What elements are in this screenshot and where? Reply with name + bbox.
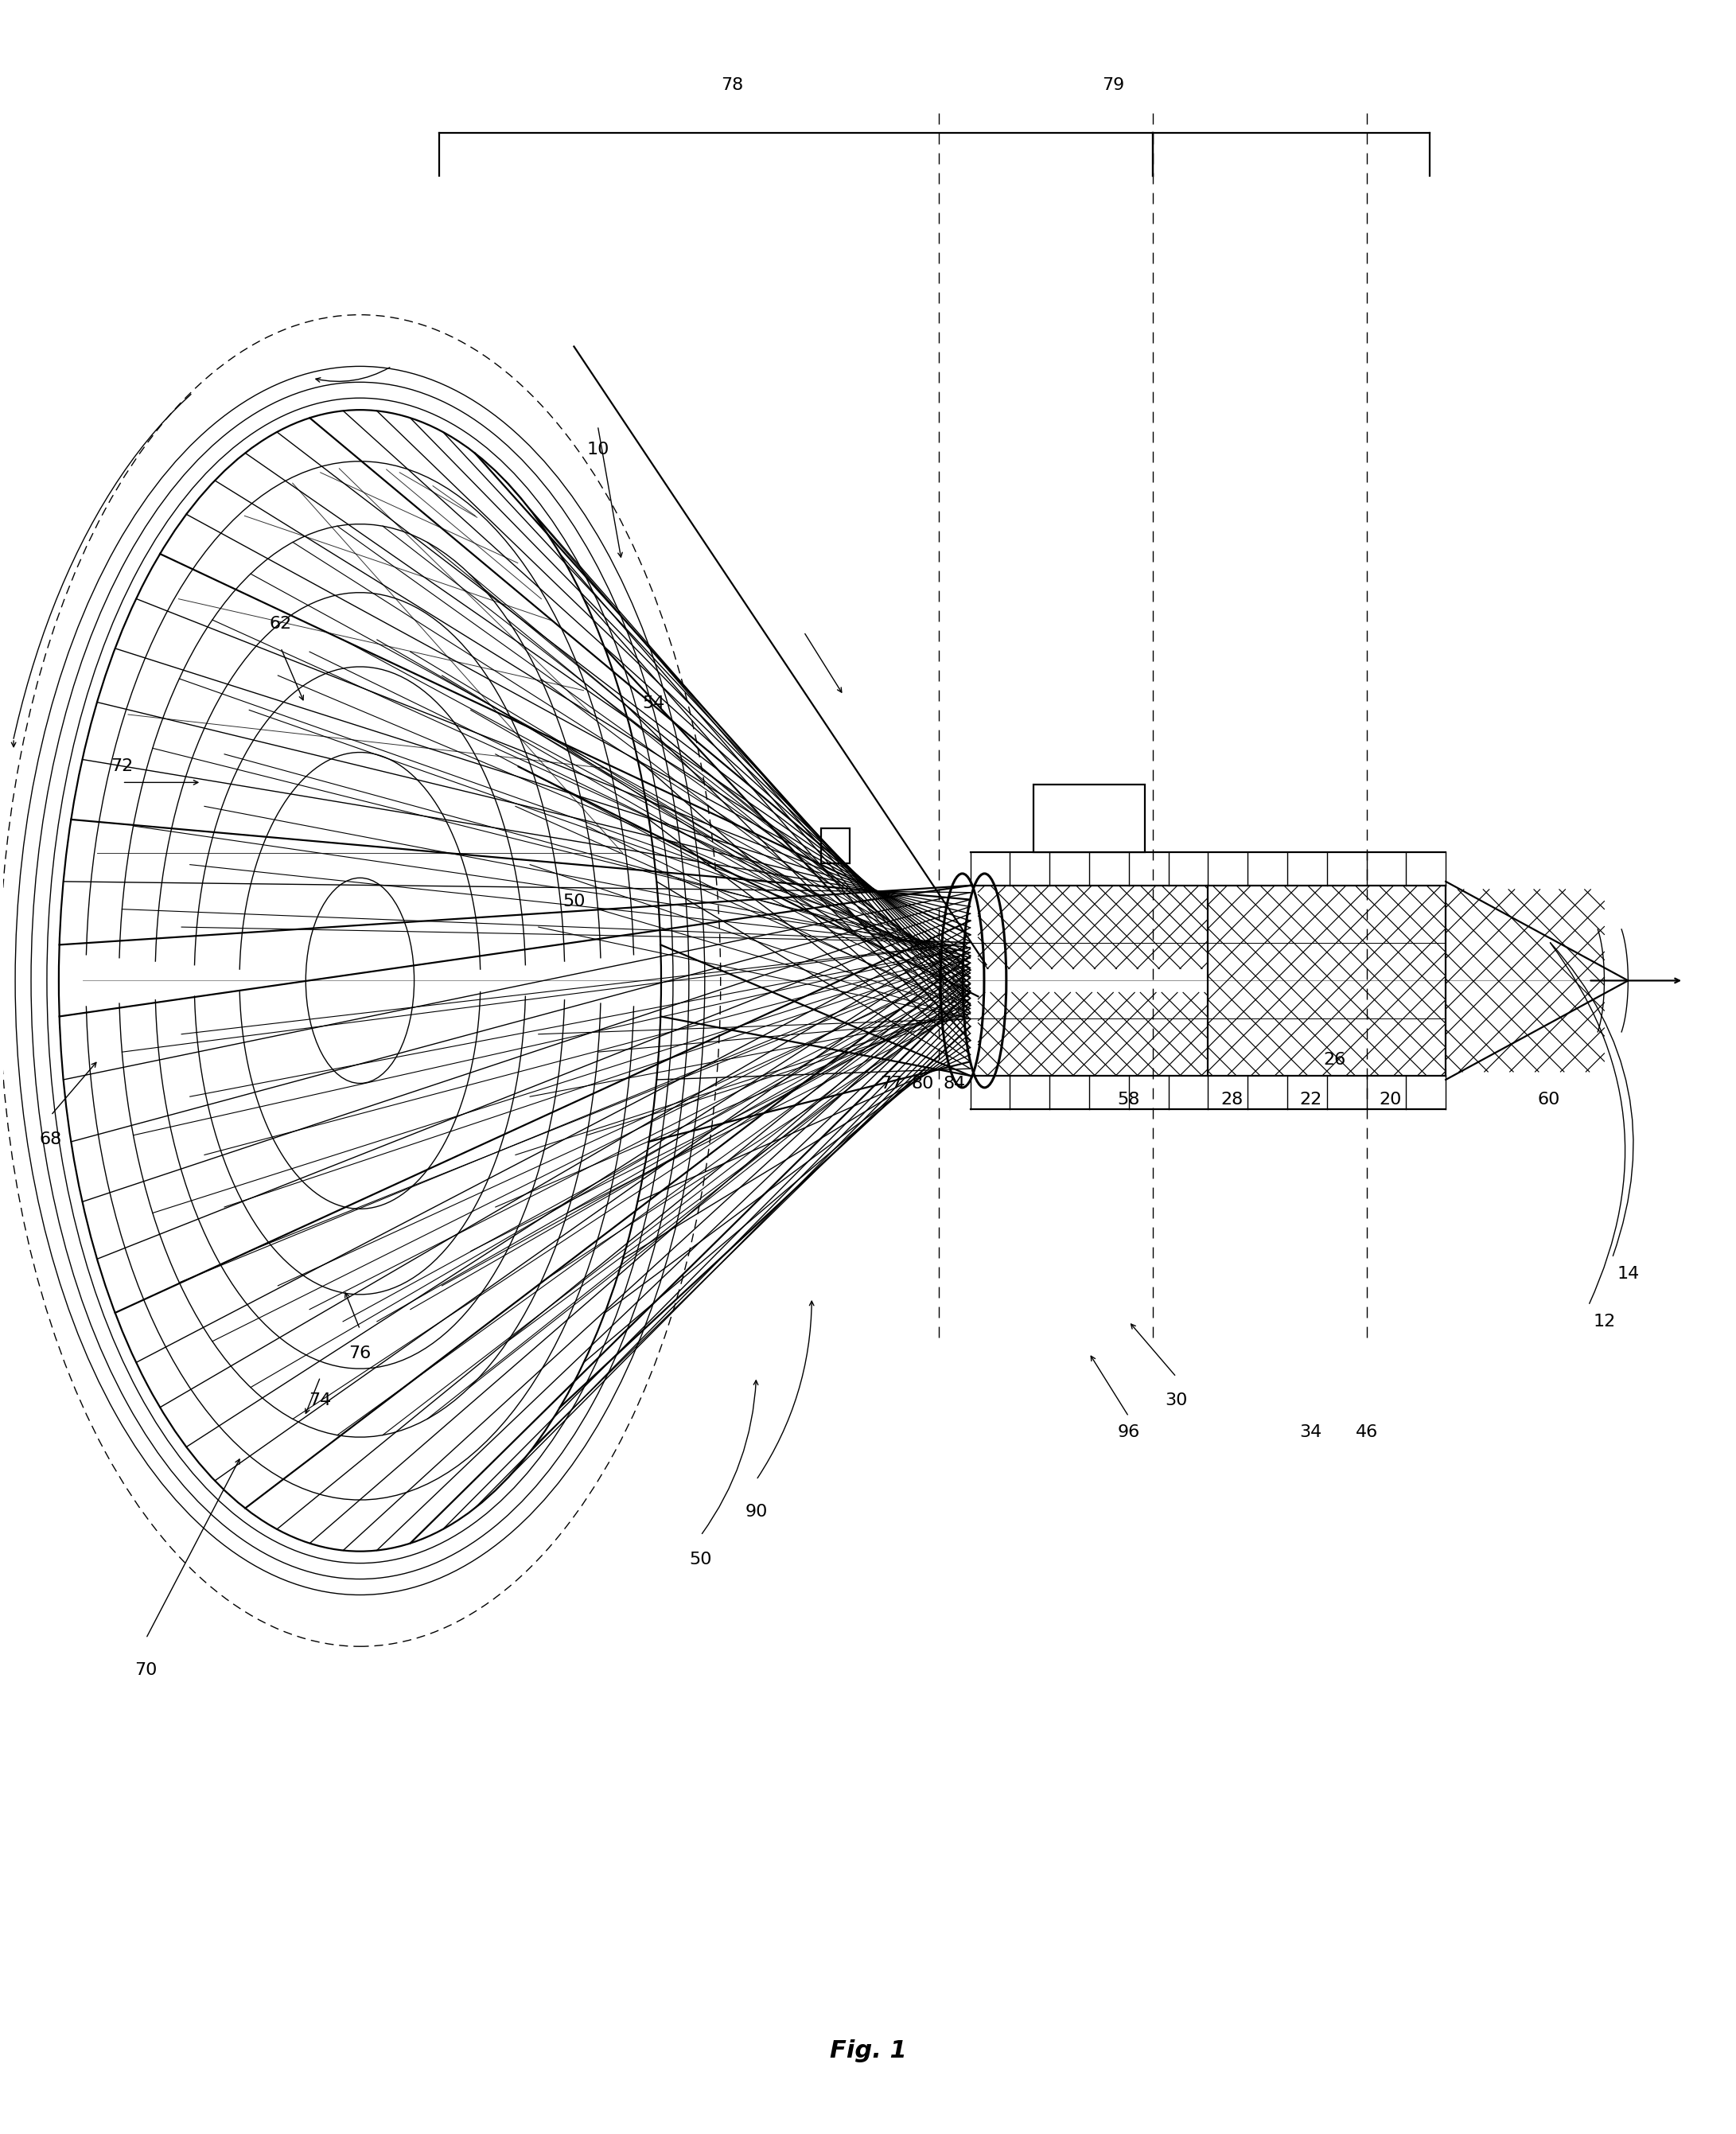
Text: 80: 80 [911, 1076, 934, 1093]
Bar [1033, 785, 1144, 851]
Text: 34: 34 [1300, 1426, 1323, 1440]
Text: 12: 12 [1594, 1315, 1616, 1329]
Text: 20: 20 [1378, 1093, 1401, 1108]
Text: 74: 74 [309, 1394, 332, 1408]
Text: 96: 96 [1118, 1426, 1141, 1440]
Text: 72: 72 [111, 758, 134, 775]
Text: 54: 54 [642, 696, 665, 711]
Text: 60: 60 [1538, 1093, 1561, 1108]
Text: 84: 84 [943, 1076, 965, 1093]
Text: Fig. 1: Fig. 1 [830, 2040, 906, 2061]
Bar [821, 828, 849, 864]
Text: 62: 62 [269, 617, 292, 632]
Text: 70: 70 [135, 1662, 158, 1677]
Text: 50: 50 [562, 894, 585, 909]
Text: 76: 76 [349, 1344, 372, 1361]
Text: 50: 50 [689, 1551, 712, 1566]
Text: 10: 10 [587, 442, 609, 457]
Text: 26: 26 [1323, 1052, 1345, 1067]
Text: 78: 78 [720, 77, 743, 94]
Text: 46: 46 [1356, 1426, 1378, 1440]
Text: 58: 58 [1118, 1093, 1141, 1108]
Text: 30: 30 [1165, 1394, 1187, 1408]
Text: 79: 79 [1102, 77, 1125, 94]
Text: 22: 22 [1300, 1093, 1323, 1108]
Text: 68: 68 [40, 1131, 62, 1148]
Text: 90: 90 [745, 1504, 767, 1519]
Text: 14: 14 [1616, 1265, 1639, 1283]
Text: 77: 77 [880, 1076, 903, 1093]
Text: 28: 28 [1220, 1093, 1243, 1108]
